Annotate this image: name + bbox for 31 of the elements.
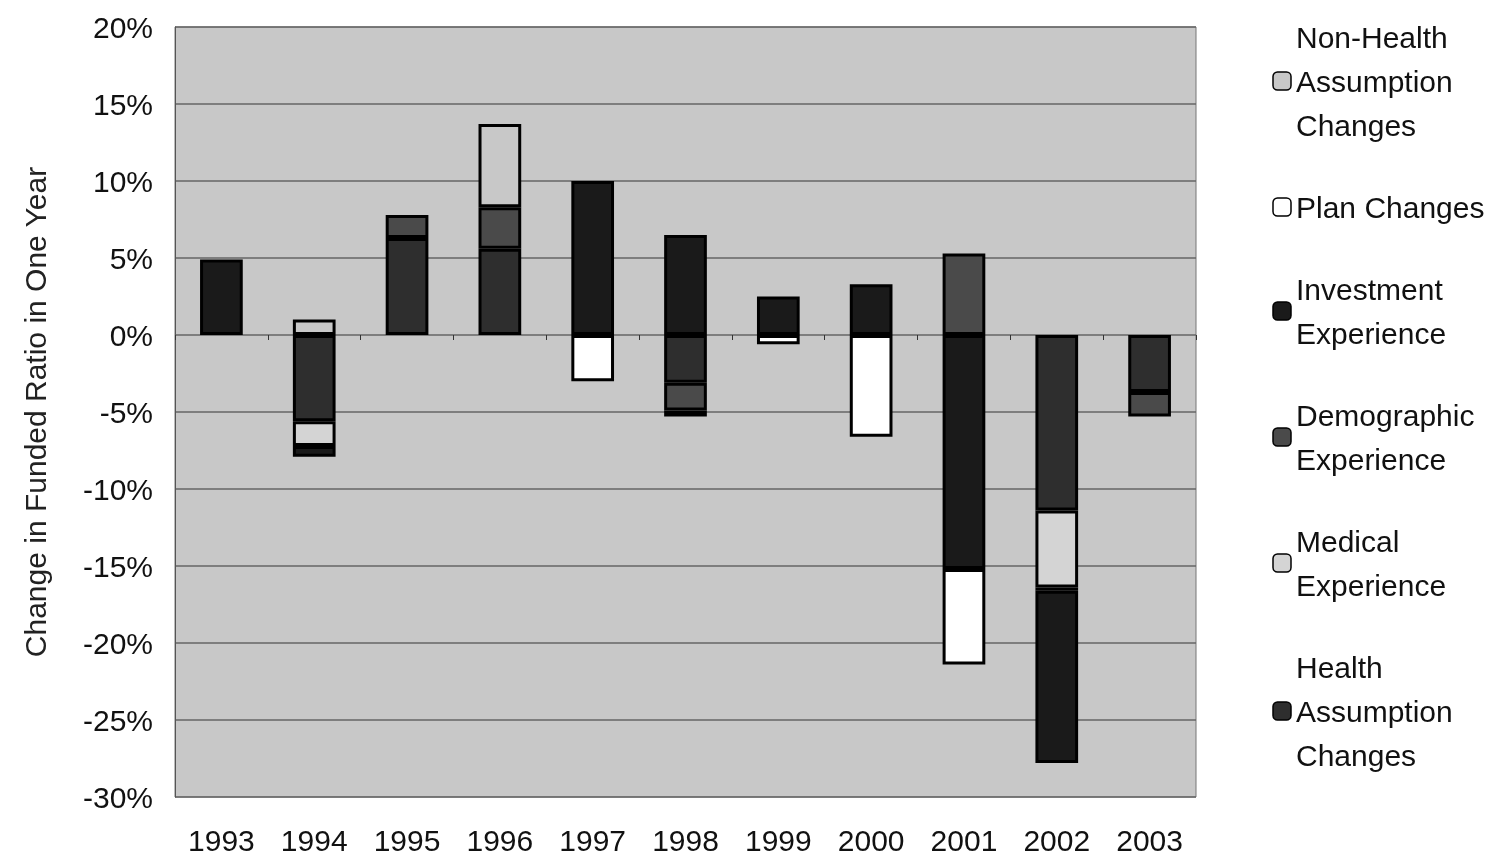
y-tick-label: -15% xyxy=(82,549,153,583)
x-tick-label: 2001 xyxy=(930,823,998,857)
x-tick-label: 2003 xyxy=(1116,823,1183,857)
x-tick-label: 2002 xyxy=(1023,823,1091,857)
y-tick-label: 10% xyxy=(92,164,153,198)
y-axis-title: Change in Funded Ratio in One Year xyxy=(18,166,52,658)
legend-label: Non-Health Assumption Changes xyxy=(1296,20,1462,142)
x-tick-label: 2000 xyxy=(837,823,905,857)
y-tick-label: -10% xyxy=(82,472,153,506)
legend-label: Medical Experience xyxy=(1296,524,1447,602)
y-tick-label: -20% xyxy=(82,626,153,660)
legend-label: Plan Changes xyxy=(1296,190,1485,224)
x-tick-label: 1998 xyxy=(652,823,719,857)
y-tick-label: 20% xyxy=(92,10,153,44)
x-tick-label: 1999 xyxy=(744,823,812,857)
x-tick-label: 1997 xyxy=(559,823,627,857)
y-tick-label: 5% xyxy=(109,241,153,275)
x-tick-label: 1993 xyxy=(188,823,255,857)
legend-label: Health Assumption Changes xyxy=(1296,650,1462,772)
y-tick-label: -5% xyxy=(99,395,153,429)
y-tick-label: -25% xyxy=(82,703,153,737)
x-tick-label: 1995 xyxy=(373,823,441,857)
legend-label: Investment Experience xyxy=(1296,272,1452,350)
y-tick-label: 0% xyxy=(109,318,153,352)
x-tick-label: 1994 xyxy=(280,823,348,857)
bar xyxy=(1035,590,1079,764)
y-tick-label: -30% xyxy=(82,780,153,814)
x-tick-label: 1996 xyxy=(466,823,534,857)
legend-label: Demographic Experience xyxy=(1296,398,1483,476)
bar xyxy=(200,259,243,335)
y-tick-label: 15% xyxy=(92,87,153,121)
